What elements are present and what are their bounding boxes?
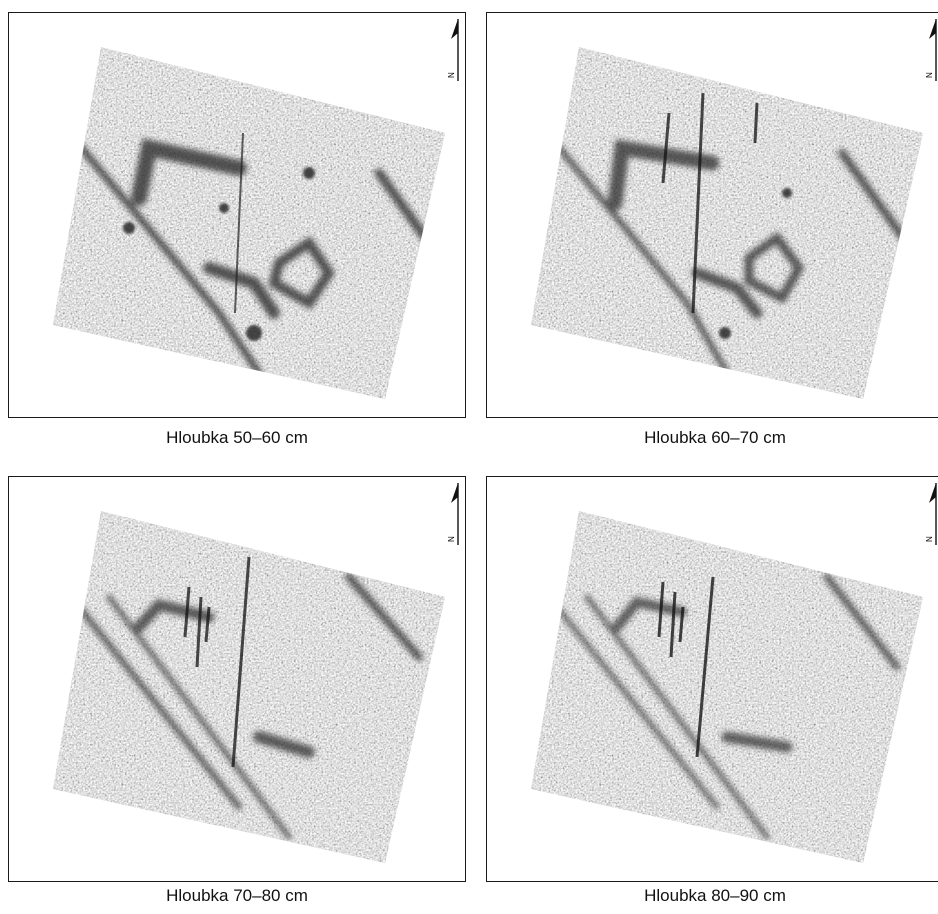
north-label: N: [447, 536, 456, 542]
depth-caption: Hloubka 70–80 cm: [166, 886, 308, 905]
radar-slice-image: [531, 47, 923, 399]
radar-slice-image: [53, 47, 445, 399]
north-label: N: [925, 536, 934, 542]
radar-slice-image: [53, 511, 445, 863]
depth-caption: Hloubka 80–90 cm: [644, 886, 786, 905]
depth-caption: Hloubka 60–70 cm: [644, 428, 786, 447]
north-arrow-icon: N: [447, 19, 459, 81]
radar-slice-image: [531, 511, 923, 863]
north-arrow-icon: N: [447, 483, 459, 545]
north-arrow-icon: N: [925, 19, 937, 81]
map-frame: N: [8, 476, 466, 882]
north-label: N: [925, 72, 934, 78]
map-frame: N: [486, 476, 938, 882]
map-frame: N: [8, 12, 466, 418]
north-arrow-icon: N: [925, 483, 937, 545]
map-frame: N: [486, 12, 938, 418]
depth-caption: Hloubka 50–60 cm: [166, 428, 308, 447]
north-label: N: [447, 72, 456, 78]
